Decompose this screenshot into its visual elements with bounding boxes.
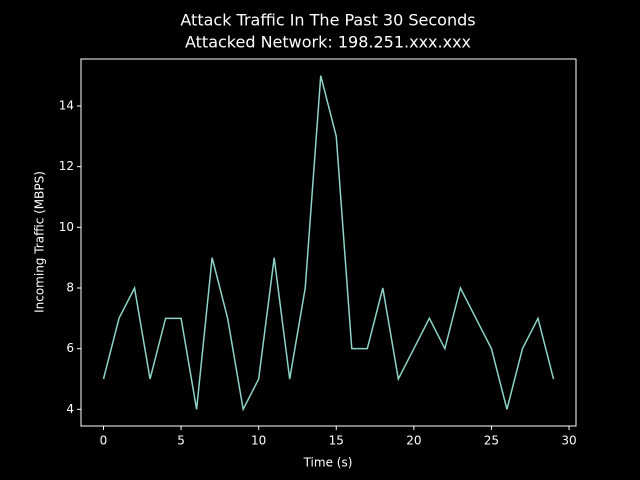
x-tick-label: 30: [561, 434, 576, 448]
x-tick-label: 25: [484, 434, 499, 448]
x-tick-label: 15: [329, 434, 344, 448]
y-tick-label: 12: [59, 159, 74, 173]
y-tick-label: 14: [59, 99, 74, 113]
y-tick-label: 10: [59, 220, 74, 234]
x-tick-label: 10: [251, 434, 266, 448]
line-series: [102, 75, 555, 412]
y-tick-label: 6: [66, 341, 74, 355]
x-tick-label: 20: [406, 434, 421, 448]
x-tick-label: 5: [177, 434, 185, 448]
y-tick-label: 4: [66, 402, 74, 416]
y-axis-label: Incoming Traffic (MBPS): [33, 171, 47, 313]
chart-title: Attack Traffic In The Past 30 Seconds: [180, 11, 475, 30]
x-axis-label: Time (s): [303, 456, 353, 470]
y-tick-label: 8: [66, 280, 74, 294]
x-tick-label: 0: [100, 434, 108, 448]
plot-frame: [80, 58, 577, 427]
chart-subtitle: Attacked Network: 198.251.xxx.xxx: [185, 33, 471, 52]
